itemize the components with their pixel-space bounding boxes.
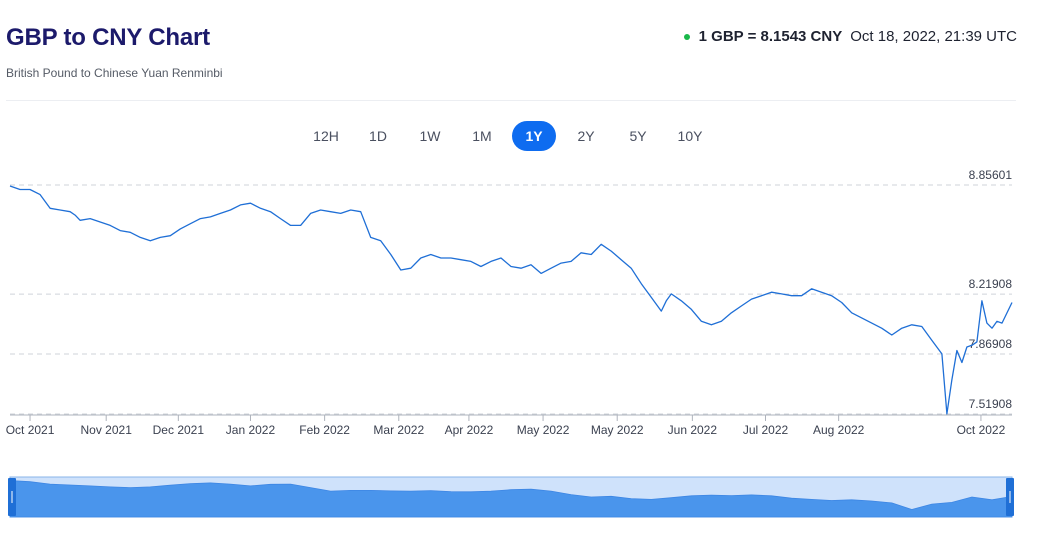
x-tick-label: Jan 2022 (226, 423, 276, 437)
x-tick-label: Oct 2022 (957, 423, 1006, 437)
y-tick-label: 7.86908 (969, 337, 1013, 351)
range-button-1w[interactable]: 1W (408, 121, 452, 151)
x-tick-label: Aug 2022 (813, 423, 865, 437)
range-button-12h[interactable]: 12H (304, 121, 348, 151)
live-rate: 1 GBP = 8.1543 CNY Oct 18, 2022, 21:39 U… (683, 28, 1017, 45)
x-tick-label: Jul 2022 (743, 423, 789, 437)
exchange-rate-chart[interactable]: 8.85601 8.21908 7.86908 7.51908 Oct 2021 Nov … (0, 160, 1045, 445)
rate-series-line[interactable] (9, 185, 1013, 415)
range-button-1d[interactable]: 1D (356, 121, 400, 151)
range-button-1y[interactable]: 1Y (512, 121, 556, 151)
x-tick-label: May 2022 (591, 423, 644, 437)
x-tick-label: Jun 2022 (668, 423, 718, 437)
x-tick-label: Apr 2022 (445, 423, 494, 437)
header-divider (6, 100, 1016, 101)
y-tick-label: 7.51908 (969, 397, 1013, 411)
range-button-5y[interactable]: 5Y (616, 121, 660, 151)
x-tick-label: Dec 2021 (153, 423, 205, 437)
page-subtitle: British Pound to Chinese Yuan Renminbi (6, 66, 223, 80)
chart-navigator[interactable] (0, 470, 1045, 522)
range-button-2y[interactable]: 2Y (564, 121, 608, 151)
range-button-10y[interactable]: 10Y (668, 121, 712, 151)
y-tick-label: 8.85601 (969, 168, 1013, 182)
x-tick-label: Feb 2022 (299, 423, 350, 437)
x-tick-label: May 2022 (517, 423, 570, 437)
page-title: GBP to CNY Chart (6, 24, 210, 51)
y-tick-label: 8.21908 (969, 277, 1013, 291)
x-tick-label: Oct 2021 (6, 423, 55, 437)
range-selector: 12H 1D 1W 1M 1Y 2Y 5Y 10Y (304, 121, 720, 151)
range-button-1m[interactable]: 1M (460, 121, 504, 151)
x-tick-label: Mar 2022 (373, 423, 424, 437)
live-dot-icon (683, 33, 690, 40)
rate-timestamp: Oct 18, 2022, 21:39 UTC (850, 28, 1017, 45)
rate-value: 1 GBP = 8.1543 CNY (698, 28, 843, 45)
x-tick-label: Nov 2021 (81, 423, 133, 437)
navigator-area (9, 480, 1013, 518)
